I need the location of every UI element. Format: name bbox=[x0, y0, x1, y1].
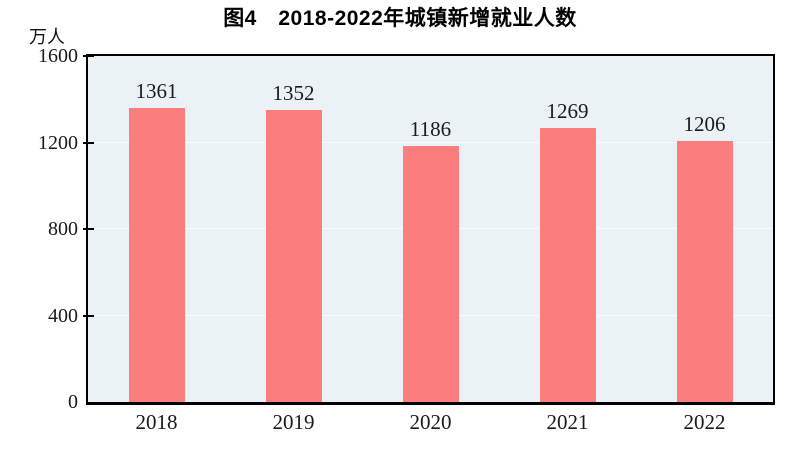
x-tick-label-2018: 2018 bbox=[135, 410, 178, 434]
bar-value-label-2018: 1361 bbox=[135, 78, 178, 103]
y-tick-label-1600: 1600 bbox=[38, 45, 78, 67]
bar-value-label-2020: 1186 bbox=[409, 116, 452, 141]
chart-title: 图4 2018-2022年城镇新增就业人数 bbox=[223, 7, 577, 30]
gridline-1200 bbox=[88, 141, 773, 143]
y-tick-1200 bbox=[83, 141, 94, 144]
x-tick-label-2019: 2019 bbox=[272, 410, 315, 434]
x-tick-label-2022: 2022 bbox=[683, 410, 726, 434]
bar-value-label-2021: 1269 bbox=[546, 98, 589, 123]
y-tick-label-800: 800 bbox=[48, 218, 78, 240]
y-tick-label-0: 0 bbox=[68, 391, 78, 413]
bar-value-label-2019: 1352 bbox=[272, 80, 315, 105]
y-axis-unit-label: 万人 bbox=[29, 27, 65, 47]
plot-area bbox=[86, 54, 775, 405]
bar-2020 bbox=[402, 145, 459, 402]
bar-value-label-2022: 1206 bbox=[683, 112, 726, 137]
y-tick-800 bbox=[83, 228, 94, 230]
bar-2022 bbox=[676, 141, 733, 402]
bar-2018 bbox=[128, 107, 185, 402]
y-tick-label-400: 400 bbox=[48, 304, 78, 327]
y-tick-400 bbox=[83, 314, 94, 317]
bar-2021 bbox=[539, 127, 596, 402]
y-tick-1600 bbox=[83, 55, 94, 57]
y-tick-label-1200: 1200 bbox=[38, 131, 78, 154]
x-tick-label-2021: 2021 bbox=[546, 410, 589, 434]
bar-2019 bbox=[265, 109, 322, 402]
x-tick-label-2020: 2020 bbox=[409, 410, 452, 434]
